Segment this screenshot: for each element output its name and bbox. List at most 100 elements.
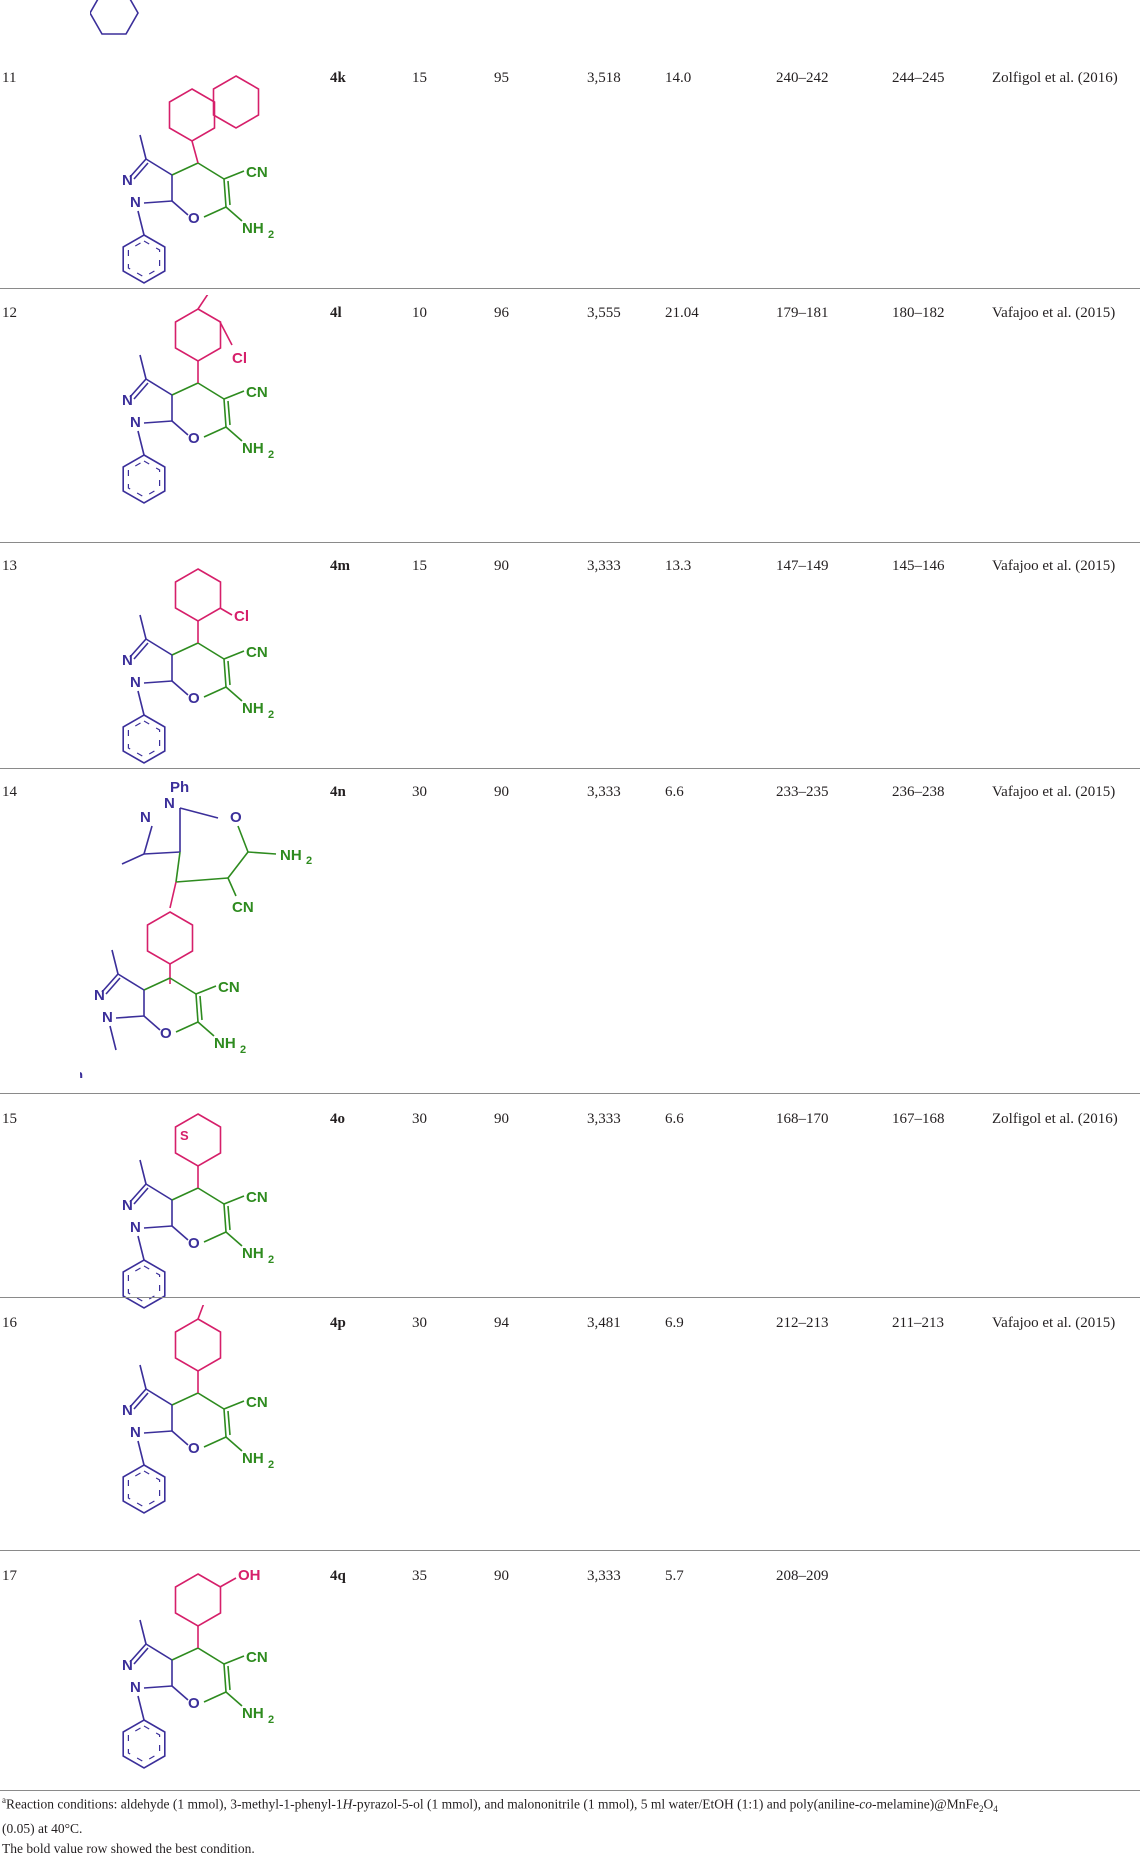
bond [143,200,173,204]
bond [171,162,199,176]
product-cell: 4m [330,558,350,574]
bond [175,851,181,883]
table-footnote: aReaction conditions: aldehyde (1 mmol),… [2,1790,1142,1859]
bond [197,162,225,180]
bond [195,985,217,995]
time-cell: 30 [412,784,427,800]
bond [143,420,173,424]
tof-cell: 6.6 [665,1111,684,1127]
bond [223,1195,245,1205]
amine-label: NH [242,1245,264,1262]
row-divider [0,1550,1140,1551]
amine-label: NH [242,1705,264,1722]
bond [115,1015,145,1019]
bond [109,1025,117,1051]
ton-cell: 3,518 [587,70,621,86]
product-cell: 4q [330,1568,346,1584]
bond [145,1643,173,1661]
mp-reported-cell: 180–182 [892,305,945,321]
bond [171,420,189,436]
methyl-bond [139,1619,147,1645]
pyranopyrazole-core: NN O CN NH 2 [122,1364,274,1514]
chloro-label: Cl [234,608,249,625]
bond [133,382,149,400]
tof-cell: 14.0 [665,70,692,86]
chloro-label: Cl [232,350,247,367]
bond [143,1685,173,1689]
yield-cell: 90 [494,784,509,800]
product-structure: NNOCNNH2ClCl [122,295,274,504]
product-cell: 4p [330,1315,346,1331]
subscript-label: 2 [268,229,274,241]
bond [203,206,227,218]
bond [169,881,177,909]
amine-label: NH [280,847,302,864]
bond [199,995,203,1021]
bond [197,1021,215,1037]
phenyl-label: Ph [170,779,189,796]
nitrogen-label: N [130,414,141,431]
footnote-line-2: (0.05) at 40°C. [2,1821,83,1837]
bond [137,1440,145,1466]
bond [143,977,171,991]
oxygen-label: O [188,1440,200,1457]
nitrogen-label: N [130,1219,141,1236]
phenyl-ring [122,1259,166,1309]
bond [129,158,147,178]
bond [223,1408,227,1438]
nitrile-label: CN [218,979,240,996]
bond [145,638,173,656]
bond [137,210,145,236]
bond [171,1187,199,1201]
yield-cell: 90 [494,1568,509,1584]
bond [105,977,121,995]
nitrogen-label: N [122,392,133,409]
ton-cell: 3,333 [587,1111,621,1127]
methyl-bond [139,354,147,380]
yield-cell: 96 [494,305,509,321]
bond [143,680,173,684]
oxygen-label: O [188,690,200,707]
mp-found-cell: 179–181 [776,305,829,321]
aromatic-bond [127,1470,161,1508]
mp-found-cell: 168–170 [776,1111,829,1127]
entry-cell: 12 [2,305,17,321]
yield-cell: 90 [494,1111,509,1127]
reference-cell: Vafajoo et al. (2015) [992,784,1116,800]
bond [227,1665,231,1691]
bond [133,1647,149,1665]
nitrogen-label: N [130,674,141,691]
bond [197,642,225,660]
bond [197,1187,225,1205]
aryl-ring [174,568,222,622]
bond [145,1388,173,1406]
phenyl-ring [122,714,166,764]
oxygen-label: O [188,1235,200,1252]
mp-reported-cell: 244–245 [892,70,945,86]
mp-reported-cell: 211–213 [892,1315,944,1331]
bond [223,650,245,660]
aryl-ring [174,1113,222,1167]
entry-cell: 11 [2,70,17,86]
bond [223,1400,245,1410]
time-cell: 15 [412,558,427,574]
nitrogen-label: N [164,795,175,812]
bond [171,1685,189,1701]
entry-cell: 16 [2,1315,17,1331]
pyranopyrazole-core: NN O CN NH 2 [94,949,246,1056]
subscript-label: 2 [268,1714,274,1726]
bond [129,638,147,658]
bond [175,877,229,883]
phenyl-ring [122,1719,166,1769]
bond [137,1235,145,1261]
bond [223,1655,245,1665]
bond [203,1231,227,1243]
mp-found-cell: 240–242 [776,70,829,86]
tof-cell: 13.3 [665,558,692,574]
nitrogen-label: N [122,652,133,669]
oxygen-label: O [230,809,242,826]
structure-fragment [90,0,139,35]
time-cell: 10 [412,305,427,321]
tof-cell: 5.7 [665,1568,684,1584]
